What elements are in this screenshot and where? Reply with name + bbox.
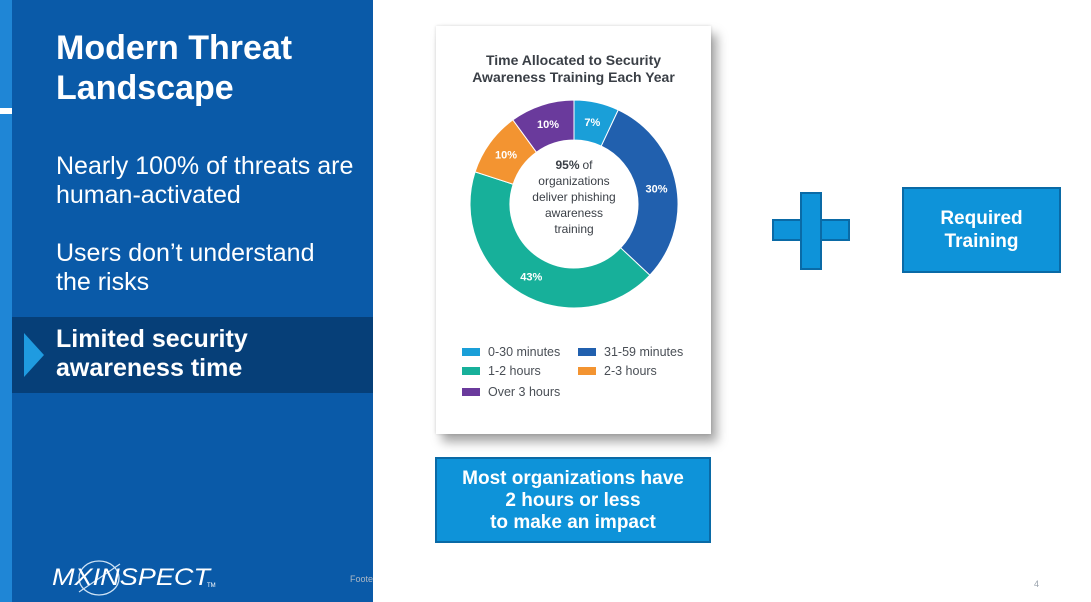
center-text-line-1: 95% of bbox=[555, 158, 593, 172]
callout-line-2: 2 hours or less bbox=[505, 490, 641, 511]
legend-label: 1-2 hours bbox=[488, 364, 541, 378]
legend-swatch bbox=[462, 388, 480, 396]
highlighted-bullet-row: Limited security awareness time bbox=[12, 317, 373, 393]
center-pct: 95% bbox=[555, 158, 579, 172]
legend-swatch bbox=[578, 348, 596, 356]
slide-title: Modern Threat Landscape bbox=[56, 29, 293, 107]
left-panel: Modern Threat Landscape Nearly 100% of t… bbox=[0, 0, 373, 602]
legend-swatch bbox=[578, 367, 596, 375]
center-text-line-3: deliver phishing bbox=[532, 190, 615, 204]
center-text-line-2: organizations bbox=[538, 174, 609, 188]
center-of: of bbox=[583, 158, 594, 172]
page-number: 4 bbox=[1034, 579, 1040, 589]
bullet-users-risks: Users don’t understand the risks bbox=[56, 239, 315, 296]
legend-label: 0-30 minutes bbox=[488, 345, 561, 359]
legend-swatch bbox=[462, 348, 480, 356]
center-text-line-5: training bbox=[554, 222, 593, 236]
donut-slice-over-3-hours bbox=[512, 99, 575, 153]
required-training-line-2: Training bbox=[944, 231, 1019, 252]
legend-swatch bbox=[462, 367, 480, 375]
plus-center bbox=[802, 221, 820, 239]
infographic-card: Time Allocated to Security Awareness Tra… bbox=[436, 26, 711, 434]
logo-text: MXINSPECT bbox=[52, 564, 213, 591]
highlighted-bullet-text: Limited security awareness time bbox=[56, 325, 248, 382]
required-training-box: Required Training bbox=[902, 187, 1061, 273]
impact-callout-box: Most organizations have 2 hours or less … bbox=[435, 457, 711, 543]
edge-notch bbox=[0, 108, 12, 114]
footer-text: Foote bbox=[350, 574, 373, 584]
donut-slice-labels: 7% 30% 43% 10% 10% bbox=[495, 117, 668, 283]
chart-title-line-1: Time Allocated to Security bbox=[485, 52, 662, 68]
arrow-right-icon bbox=[24, 333, 44, 377]
donut-slice-1-2-hours bbox=[469, 171, 651, 309]
donut-label-over-3-hours: 10% bbox=[537, 119, 559, 131]
donut-slice-31-59-minutes bbox=[600, 109, 679, 276]
donut-chart: 7% 30% 43% 10% 10% 95% of organizations deliv… bbox=[469, 99, 679, 309]
legend-label: 2-3 hours bbox=[604, 364, 657, 378]
legend-label: 31-59 minutes bbox=[604, 345, 684, 359]
required-training-line-1: Required bbox=[940, 208, 1023, 229]
center-text-line-4: awareness bbox=[545, 206, 603, 220]
edge-accent-strip bbox=[0, 0, 12, 602]
bullet-human-activated: Nearly 100% of threats are human-activat… bbox=[56, 152, 354, 209]
chart-title-line-2: Awareness Training Each Year bbox=[472, 69, 675, 85]
donut-label-0-30-minutes: 7% bbox=[584, 117, 600, 129]
donut-label-31-59-minutes: 30% bbox=[645, 183, 667, 195]
mxinspect-logo: MXINSPECT TM bbox=[52, 560, 216, 596]
logo-trademark: TM bbox=[207, 583, 216, 589]
donut-label-1-2-hours: 43% bbox=[520, 271, 542, 283]
callout-line-3: to make an impact bbox=[490, 512, 656, 533]
donut-slices bbox=[469, 99, 679, 309]
callout-line-1: Most organizations have bbox=[462, 468, 684, 489]
plus-icon bbox=[772, 192, 850, 270]
legend-label: Over 3 hours bbox=[488, 385, 561, 399]
donut-label-2-3-hours: 10% bbox=[495, 150, 517, 162]
chart-title: Time Allocated to Security Awareness Tra… bbox=[436, 52, 711, 86]
